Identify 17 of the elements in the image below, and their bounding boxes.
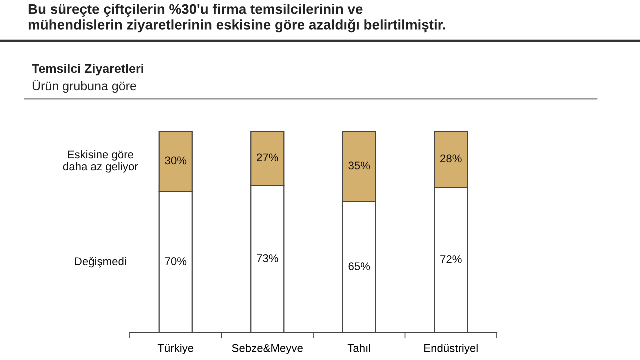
x-tick-label: Sebze&Meyve bbox=[232, 344, 303, 354]
data-label: 30% bbox=[165, 156, 187, 165]
data-label: 65% bbox=[348, 262, 370, 270]
x-tick-label: Endüstriyel bbox=[424, 344, 478, 354]
x-tick-label: Tahıl bbox=[348, 344, 370, 352]
data-label: 72% bbox=[440, 256, 462, 264]
text: Ürün grubuna göre bbox=[32, 80, 136, 94]
data-label: 73% bbox=[257, 254, 278, 262]
data-label: 70% bbox=[165, 258, 187, 266]
data-label: 28% bbox=[440, 154, 462, 163]
series-label: Eskisine göre daha az geliyor bbox=[63, 150, 138, 173]
chart-title: Bu süreçte çiftçilerin %30'u firma temsilcilerinin ve mühendislerin ziyaretlerinin eskisine göre azaldığı belirtilmiştir. bbox=[28, 4, 446, 33]
chart-subtitle: Temsilci Ziyaretleri bbox=[32, 64, 144, 76]
x-tick-label: Türkiye bbox=[158, 344, 194, 354]
data-label: 35% bbox=[348, 162, 370, 170]
text: Değişmedi bbox=[75, 257, 126, 268]
data-label: 27% bbox=[257, 154, 278, 162]
